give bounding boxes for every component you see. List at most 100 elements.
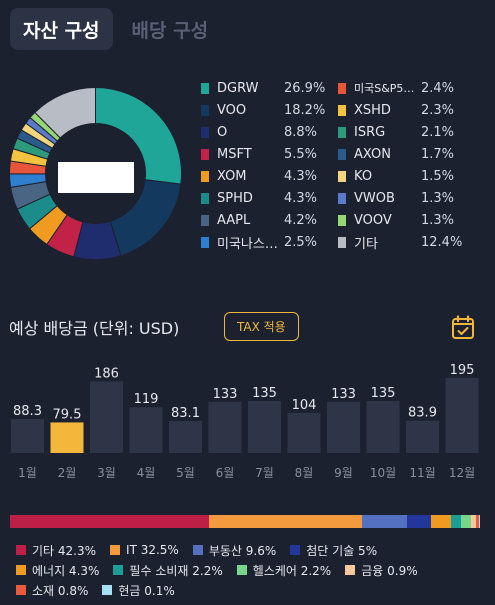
sector-segment — [209, 515, 362, 528]
legend-item[interactable]: MSFT 5.5% — [201, 143, 325, 165]
sector-legend-row: 소재 0.8% 현금 0.1% — [16, 580, 432, 600]
legend-item[interactable]: ISRG 2.1% — [338, 121, 462, 143]
month-label: 9월 — [334, 466, 353, 480]
sector-swatch — [113, 565, 124, 575]
legend-swatch — [201, 192, 209, 204]
asset-donut-chart[interactable] — [8, 86, 183, 261]
sector-segment — [475, 515, 480, 528]
legend-label: O — [217, 124, 228, 140]
legend-item[interactable]: XOM 4.3% — [201, 165, 325, 187]
bar-value-label: 83.1 — [171, 406, 200, 421]
sector-swatch — [16, 545, 26, 555]
sector-swatch — [102, 585, 113, 595]
sector-swatch — [192, 545, 203, 555]
legend-swatch — [201, 236, 209, 248]
legend-swatch — [338, 104, 346, 116]
tab-asset-composition[interactable]: 자산 구성 — [10, 8, 113, 50]
legend-label: VWOB — [354, 190, 395, 206]
sector-swatch — [236, 565, 247, 575]
month-label: 12월 — [449, 466, 475, 480]
month-bar[interactable] — [327, 401, 360, 453]
dividend-section-title: 예상 배당금 (단위: USD) — [9, 319, 180, 338]
legend-swatch — [201, 170, 209, 182]
legend-swatch — [201, 148, 209, 160]
sector-segment — [407, 515, 431, 528]
month-bar[interactable] — [248, 401, 281, 453]
bar-value-label: 135 — [252, 386, 277, 401]
sector-segment — [450, 515, 462, 528]
month-bar[interactable] — [11, 419, 44, 453]
legend-item[interactable]: XSHD 2.3% — [338, 99, 462, 121]
legend-percent: 1.5% — [421, 168, 455, 184]
legend-item[interactable]: SPHD 4.3% — [201, 187, 325, 209]
sector-label: 부동산 9.6% — [208, 543, 277, 558]
sector-label: 필수 소비재 2.2% — [129, 563, 223, 578]
legend-item[interactable]: DGRW 26.9% — [201, 77, 325, 99]
sector-legend-item: 금융 0.9% — [345, 562, 418, 579]
legend-percent: 2.3% — [421, 102, 455, 118]
legend-percent: 8.8% — [284, 124, 318, 140]
month-label: 11월 — [409, 466, 435, 480]
sector-legend: 기타 42.3% IT 32.5% 부동산 9.6% 첨단 기술 5% 에너지 4.3… — [16, 540, 432, 600]
legend-swatch — [338, 82, 346, 94]
legend-item[interactable]: 기타 12.4% — [338, 231, 462, 253]
month-label: 3월 — [97, 466, 116, 480]
legend-percent: 12.4% — [421, 234, 463, 250]
sector-legend-row: 기타 42.3% IT 32.5% 부동산 9.6% 첨단 기술 5% — [16, 540, 432, 560]
sector-stacked-bar — [10, 515, 480, 528]
legend-percent: 2.1% — [421, 124, 455, 140]
legend-label: SPHD — [217, 190, 253, 206]
month-label: 1월 — [18, 466, 37, 480]
sector-label: 현금 0.1% — [118, 583, 175, 598]
legend-item[interactable]: VOOV 1.3% — [338, 209, 462, 231]
sector-legend-item: 기타 42.3% — [16, 542, 96, 559]
legend-label: 미국나스… — [217, 236, 278, 252]
month-bar[interactable] — [50, 422, 84, 453]
month-bar[interactable] — [406, 420, 439, 453]
legend-item[interactable]: VOO 18.2% — [201, 99, 325, 121]
legend-swatch — [338, 236, 346, 248]
legend-swatch — [338, 126, 346, 138]
legend-label: VOOV — [354, 212, 392, 228]
sector-legend-item: 헬스케어 2.2% — [236, 562, 332, 579]
legend-item[interactable]: AXON 1.7% — [338, 143, 462, 165]
month-bar[interactable] — [90, 381, 123, 453]
monthly-dividend-bar-chart: 88.3 1월 79.5 2월 186 3월 119 4월 83.1 5월 133 6월 135 7월 10… — [11, 363, 479, 480]
sector-legend-item: IT 32.5% — [110, 543, 179, 557]
bar-value-label: 133 — [213, 387, 238, 402]
month-bar[interactable] — [169, 421, 202, 453]
month-label: 4월 — [137, 466, 156, 480]
legend-item[interactable]: KO 1.5% — [338, 165, 462, 187]
legend-item[interactable]: O 8.8% — [201, 121, 325, 143]
tab-dividend-composition[interactable]: 배당 구성 — [131, 19, 209, 42]
legend-swatch — [201, 126, 209, 138]
month-bar[interactable] — [445, 378, 479, 453]
legend-item[interactable]: VWOB 1.3% — [338, 187, 462, 209]
sector-segment — [10, 515, 209, 528]
calendar-icon[interactable] — [451, 315, 475, 340]
month-bar[interactable] — [287, 413, 321, 453]
legend-percent: 2.4% — [421, 80, 455, 96]
legend-label: XOM — [217, 168, 247, 184]
legend-swatch — [338, 214, 346, 226]
legend-swatch — [201, 104, 209, 116]
sector-segment — [461, 515, 472, 528]
legend-item[interactable]: 미국S&P5… 2.4% — [338, 77, 462, 99]
legend-item[interactable]: 미국나스… 2.5% — [201, 231, 325, 253]
legend-percent: 4.3% — [284, 190, 318, 206]
month-bar[interactable] — [366, 401, 400, 453]
sector-legend-item: 부동산 9.6% — [192, 542, 277, 559]
sector-label: 헬스케어 2.2% — [252, 563, 332, 578]
sector-legend-item: 현금 0.1% — [102, 582, 175, 599]
donut-slice[interactable] — [34, 86, 96, 139]
tax-apply-button[interactable]: TAX 적용 — [224, 312, 299, 341]
month-label: 10월 — [370, 466, 396, 480]
month-bar[interactable] — [129, 407, 163, 453]
month-label: 2월 — [58, 466, 77, 480]
sector-swatch — [16, 585, 26, 595]
legend-item[interactable]: AAPL 4.2% — [201, 209, 325, 231]
legend-percent: 1.3% — [421, 190, 455, 206]
sector-label: 첨단 기술 5% — [306, 543, 378, 558]
bar-value-label: 133 — [331, 387, 356, 402]
month-bar[interactable] — [208, 401, 242, 453]
